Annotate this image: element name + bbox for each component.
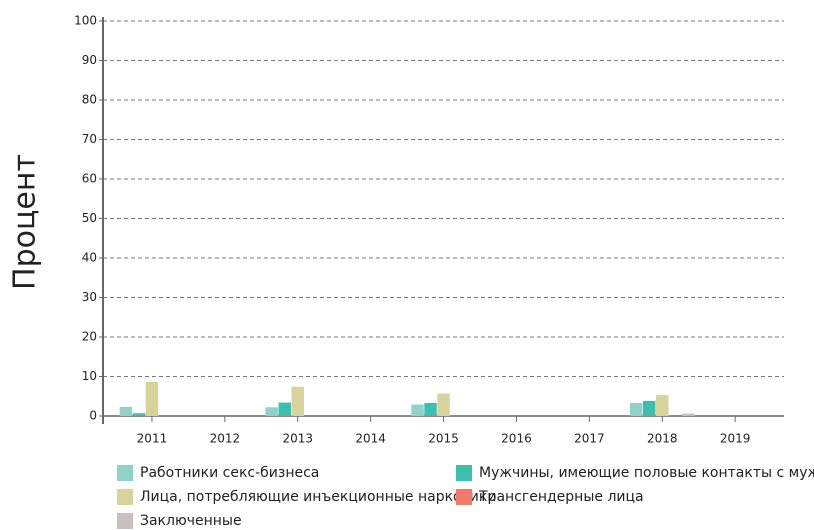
bar (630, 402, 643, 416)
y-tick-label: 100 (74, 14, 97, 28)
y-tick-label: 30 (82, 290, 97, 304)
legend-label: Заключенные (140, 513, 242, 529)
x-tick-label: 2013 (282, 432, 313, 446)
bar (411, 404, 424, 416)
bar (437, 393, 450, 416)
legend-label: Лица, потребляющие инъекционные наркотик… (140, 489, 496, 505)
y-tick-label: 20 (82, 330, 97, 344)
bar (656, 395, 669, 416)
y-tick-label: 70 (82, 132, 97, 146)
bar (132, 413, 146, 416)
y-axis-label: Процент (8, 154, 43, 290)
bar (682, 413, 695, 416)
legend-label: Трансгендерные лица (478, 489, 644, 505)
x-tick-label: 2011 (137, 432, 168, 446)
y-tick-label: 50 (82, 211, 97, 225)
y-tick-label: 0 (89, 409, 97, 423)
legend-label: Мужчины, имеющие половые контакты с мужч… (479, 465, 814, 481)
bar (424, 402, 437, 416)
y-tick-label: 90 (82, 53, 97, 67)
x-tick-label: 2019 (720, 432, 751, 446)
y-tick-label: 80 (82, 93, 97, 107)
legend-swatch (456, 489, 472, 505)
x-tick-label: 2017 (574, 432, 605, 446)
legend-swatch (117, 489, 133, 505)
bar (119, 406, 133, 416)
x-tick-label: 2015 (428, 432, 459, 446)
legend-swatch (117, 513, 133, 529)
bar (291, 386, 304, 416)
x-tick-label: 2018 (647, 432, 678, 446)
x-tick-label: 2012 (210, 432, 241, 446)
x-tick-label: 2014 (355, 432, 386, 446)
y-tick-label: 60 (82, 172, 97, 186)
bar (145, 382, 159, 416)
legend-swatch (117, 465, 133, 481)
legend-swatch (456, 465, 472, 481)
bar (265, 407, 278, 416)
legend-label: Работники секс-бизнеса (140, 465, 319, 481)
x-tick-label: 2016 (501, 432, 532, 446)
bar (643, 400, 656, 416)
bar (278, 402, 291, 416)
y-tick-label: 40 (82, 251, 97, 265)
y-tick-label: 10 (82, 369, 97, 383)
